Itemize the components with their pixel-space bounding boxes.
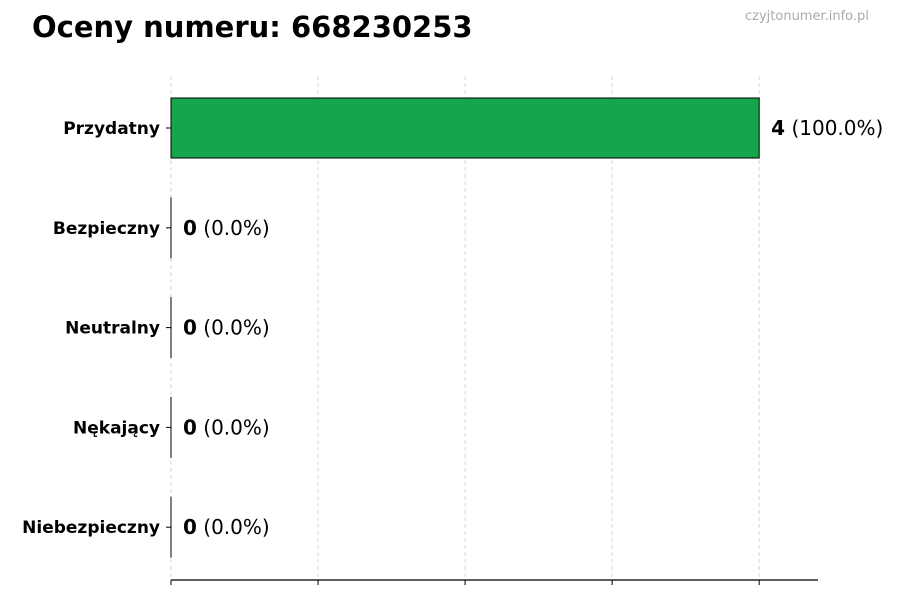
category-label: Nękający [73, 418, 160, 438]
value-label: 0 [183, 216, 197, 240]
data-label: 4 (100.0%) [771, 116, 883, 140]
category-label: Przydatny [63, 119, 160, 139]
data-label: 0 (0.0%) [183, 515, 270, 539]
category-label: Neutralny [65, 319, 160, 339]
chart-title: Oceny numeru: 668230253 [32, 10, 473, 44]
percent-label: (0.0%) [197, 316, 270, 340]
value-label: 4 [771, 116, 785, 140]
bar [170, 97, 760, 159]
value-label: 0 [183, 415, 197, 439]
value-label: 0 [183, 515, 197, 539]
percent-label: (0.0%) [197, 515, 270, 539]
data-label: 0 (0.0%) [183, 415, 270, 439]
category-label: Bezpieczny [53, 219, 160, 239]
percent-label: (100.0%) [785, 116, 883, 140]
data-label: 0 (0.0%) [183, 216, 270, 240]
percent-label: (0.0%) [197, 216, 270, 240]
percent-label: (0.0%) [197, 415, 270, 439]
watermark: czyjtonumer.info.pl [745, 9, 869, 24]
value-label: 0 [183, 316, 197, 340]
data-label: 0 (0.0%) [183, 316, 270, 340]
category-label: Niebezpieczny [22, 518, 160, 538]
